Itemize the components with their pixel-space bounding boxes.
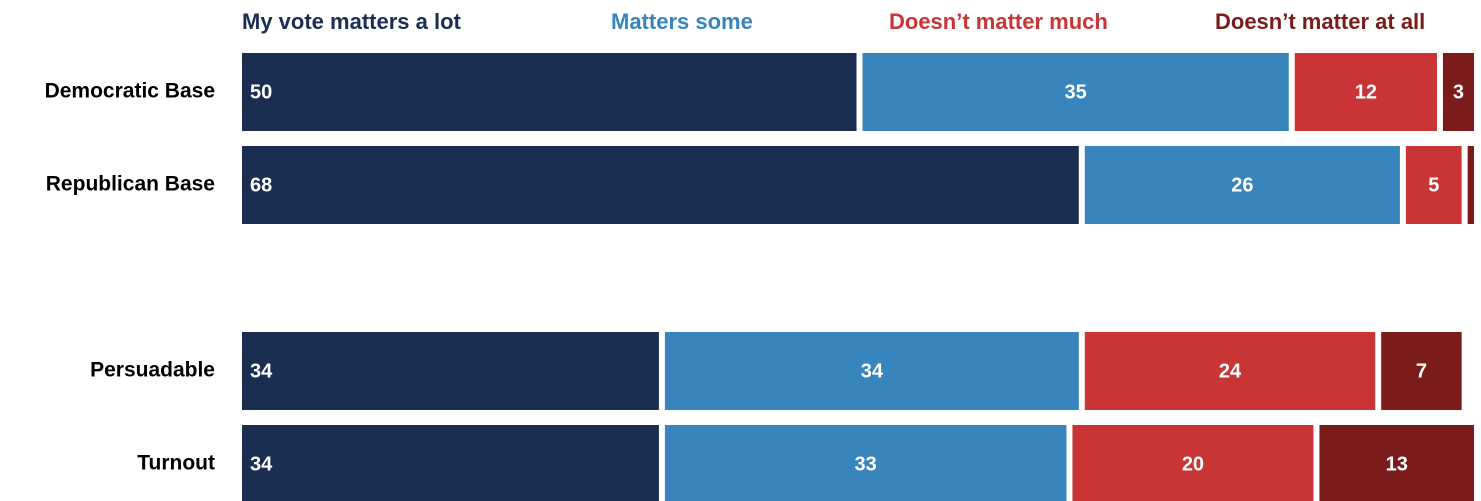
bar-segment <box>1084 332 1376 410</box>
bar-segment <box>1405 146 1462 224</box>
value-label: 34 <box>861 360 884 382</box>
bar-segment <box>1294 53 1437 131</box>
category-label: Republican Base <box>46 173 215 196</box>
bar-segment <box>1381 332 1462 410</box>
bar-segment <box>1084 146 1400 224</box>
value-label: 20 <box>1182 453 1204 475</box>
bar-segment <box>664 332 1079 410</box>
bar-segment <box>242 332 659 410</box>
bar-segment <box>1072 425 1314 501</box>
category-label: Turnout <box>137 452 215 475</box>
value-label: 68 <box>250 174 272 196</box>
value-label: 33 <box>855 453 877 475</box>
value-label: 26 <box>1231 174 1253 196</box>
legend-label: Matters some <box>611 9 753 34</box>
bar-segment <box>242 146 1079 224</box>
value-label: 35 <box>1065 81 1087 103</box>
bar-segment <box>242 425 659 501</box>
legend-label: Doesn’t matter much <box>889 9 1108 34</box>
value-label: 34 <box>250 360 273 382</box>
bar-segment <box>1319 425 1474 501</box>
value-label: 13 <box>1386 453 1408 475</box>
category-label: Democratic Base <box>45 80 215 103</box>
legend-label: My vote matters a lot <box>242 9 462 34</box>
bar-segment <box>1442 53 1474 131</box>
category-label: Persuadable <box>90 359 215 382</box>
bar-segment <box>1467 146 1474 224</box>
value-label: 12 <box>1355 81 1377 103</box>
bar-segment <box>664 425 1067 501</box>
value-label: 50 <box>250 81 272 103</box>
bar-segment <box>242 53 857 131</box>
value-label: 5 <box>1428 174 1439 196</box>
bar-segment <box>862 53 1289 131</box>
value-label: 7 <box>1416 360 1427 382</box>
legend-label: Doesn’t matter at all <box>1215 9 1425 34</box>
value-label: 34 <box>250 453 273 475</box>
value-label: 3 <box>1453 81 1464 103</box>
value-label: 24 <box>1219 360 1242 382</box>
